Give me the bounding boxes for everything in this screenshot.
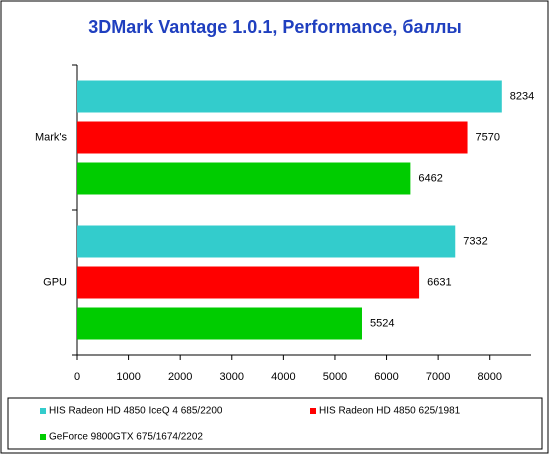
bar [77, 121, 468, 154]
chart-title: 3DMark Vantage 1.0.1, Performance, баллы [88, 17, 462, 37]
x-tick-label: 1000 [116, 371, 140, 383]
bar [77, 266, 420, 299]
x-tick-label: 2000 [168, 371, 192, 383]
legend-label: HIS Radeon HD 4850 IceQ 4 685/2200 [49, 406, 223, 417]
legend-label: GeForce 9800GTX 675/1674/2202 [49, 432, 203, 443]
bar [77, 225, 456, 258]
value-label: 6462 [418, 172, 442, 184]
x-tick-label: 6000 [374, 371, 398, 383]
bar [77, 162, 411, 195]
legend-box [7, 397, 543, 450]
y-tick-label: GPU [43, 276, 67, 288]
legend-label: HIS Radeon HD 4850 625/1981 [319, 406, 461, 417]
legend-swatch [310, 408, 316, 414]
y-tick-label: Mark's [35, 131, 68, 143]
x-tick-label: 7000 [426, 371, 450, 383]
value-label: 5524 [370, 317, 394, 329]
x-tick-label: 8000 [477, 371, 501, 383]
legend-swatch [40, 408, 46, 414]
bar [77, 307, 362, 340]
value-label: 8234 [510, 90, 534, 102]
legend-swatch [40, 434, 46, 440]
x-tick-label: 5000 [323, 371, 347, 383]
bar [77, 80, 502, 113]
value-label: 6631 [427, 276, 451, 288]
x-tick-label: 4000 [271, 371, 295, 383]
value-label: 7570 [476, 131, 500, 143]
x-tick-label: 0 [74, 371, 80, 383]
value-label: 7332 [463, 235, 487, 247]
x-tick-label: 3000 [220, 371, 244, 383]
